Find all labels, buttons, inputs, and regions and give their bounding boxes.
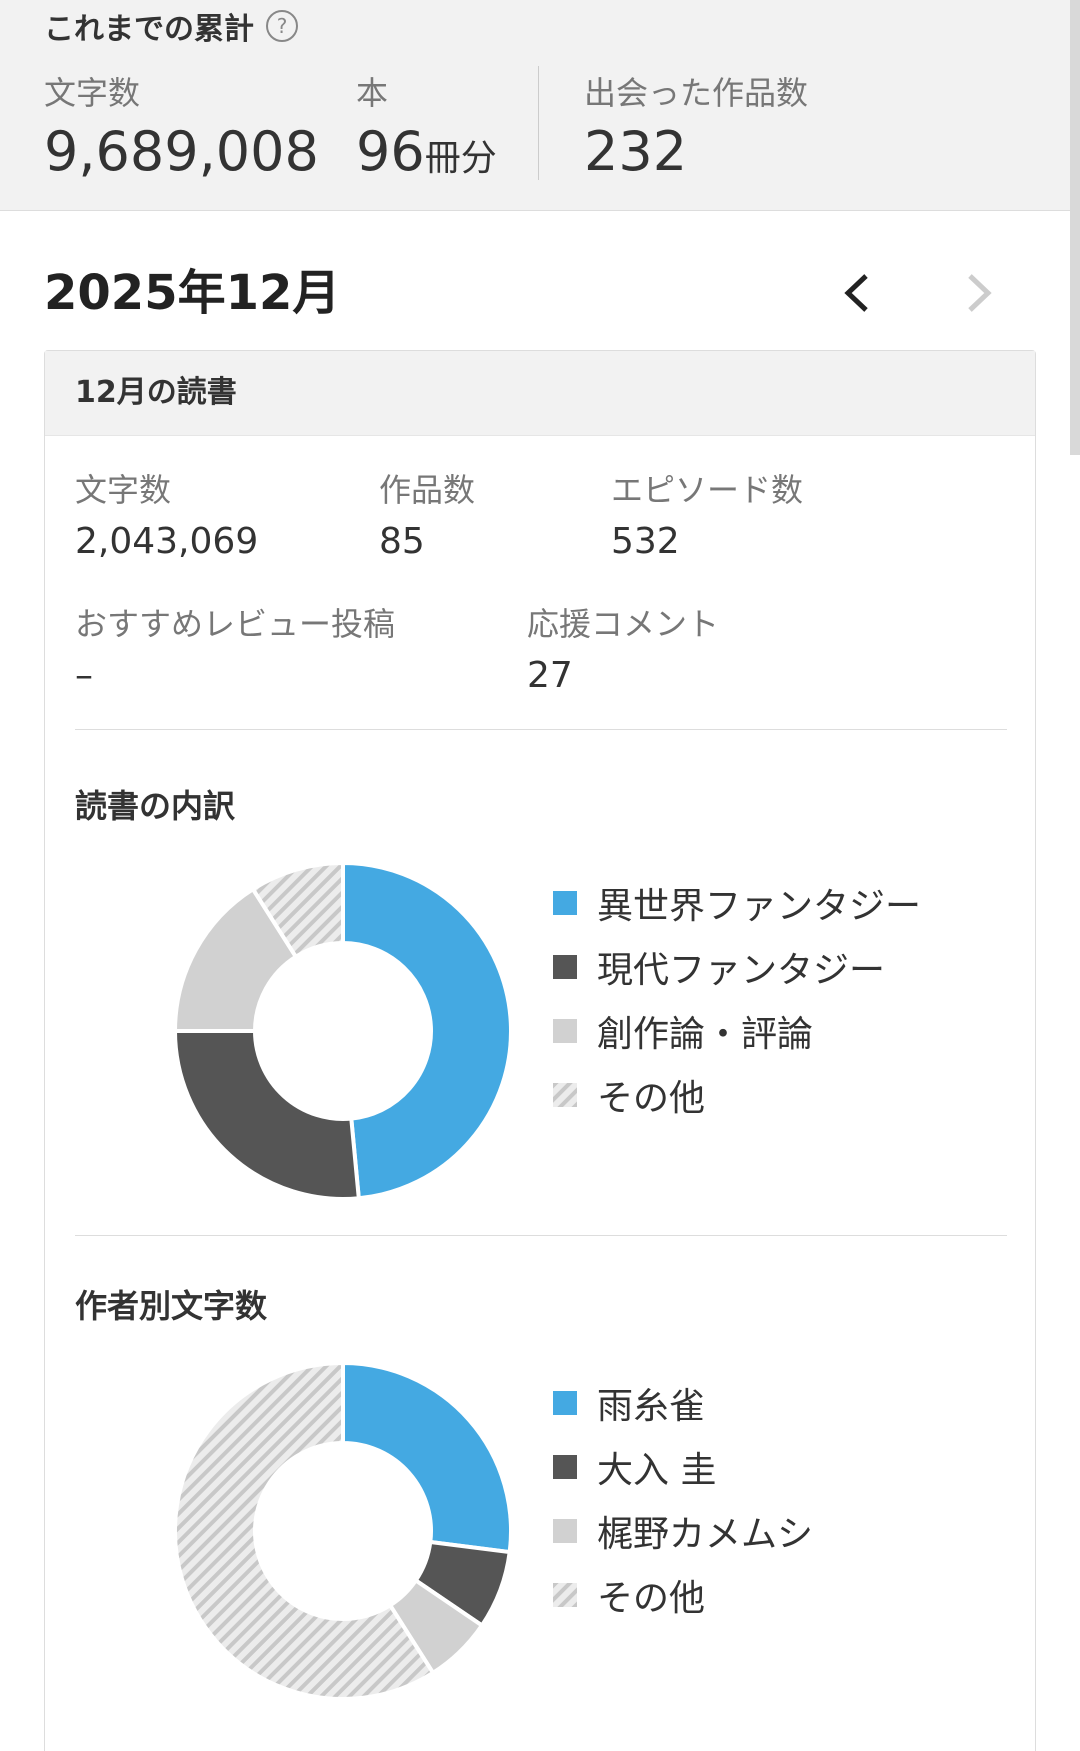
donut-slice-1 [341, 1361, 513, 1555]
total-chars-stat: 文字数 9,689,008 [44, 68, 319, 183]
help-icon[interactable]: ? [266, 10, 298, 42]
legend-label: その他 [597, 1578, 706, 1619]
total-books-stat: 本 96冊分 [356, 68, 497, 183]
legend-label: 創作論・評論 [597, 1014, 814, 1055]
total-books-number: 96 [356, 120, 425, 183]
month-chars-label: 文字数 [75, 471, 172, 509]
month-navigation: 2025年12月 [44, 258, 1004, 328]
month-chars-stat: 文字数 2,043,069 [75, 465, 258, 562]
month-episodes-label: エピソード数 [611, 471, 804, 509]
legend-swatch-striped [553, 1083, 577, 1107]
legend-label: 異世界ファンタジー [597, 886, 922, 927]
total-books-value: 96冊分 [356, 120, 497, 183]
total-chars-label: 文字数 [44, 74, 141, 112]
month-comments-label: 応援コメント [527, 605, 720, 643]
genre-section-title: 読書の内訳 [75, 787, 236, 825]
genre-divider [75, 1235, 1007, 1236]
total-works-label: 出会った作品数 [584, 74, 809, 112]
total-books-unit: 冊分 [424, 138, 497, 179]
month-comments-value: 27 [527, 655, 573, 696]
month-works-label: 作品数 [379, 471, 476, 509]
legend-swatch-blue [553, 891, 577, 915]
summary-title: これまでの累計 ? [44, 4, 298, 48]
legend-label: 現代ファンタジー [597, 950, 886, 991]
month-reviews-label: おすすめレビュー投稿 [75, 605, 396, 643]
stats-divider [75, 729, 1007, 730]
summary-title-text: これまでの累計 [44, 12, 254, 47]
legend-swatch-dark [553, 955, 577, 979]
legend-item: 大入 圭 [553, 1435, 813, 1499]
prev-month-button[interactable] [834, 268, 884, 318]
total-works-value: 232 [584, 120, 688, 183]
total-works-stat: 出会った作品数 232 [584, 68, 808, 183]
month-comments-stat: 応援コメント 27 [527, 599, 719, 696]
chevron-right-icon [968, 274, 992, 312]
legend-item: 梶野カメムシ [553, 1499, 813, 1563]
donut-slice-4 [250, 861, 345, 960]
legend-swatch-light [553, 1019, 577, 1043]
legend-item: 雨糸雀 [553, 1371, 813, 1435]
genre-donut-chart [173, 861, 513, 1201]
monthly-reading-card: 12月の読書 文字数 2,043,069 作品数 85 エピソード数 532 お… [44, 350, 1036, 1751]
legend-item: 現代ファンタジー [553, 935, 921, 999]
month-episodes-value: 532 [611, 521, 680, 562]
legend-label: 雨糸雀 [597, 1386, 706, 1427]
month-reviews-stat: おすすめレビュー投稿 – [75, 599, 395, 696]
legend-item: 創作論・評論 [553, 999, 921, 1063]
legend-swatch-dark [553, 1455, 577, 1479]
summary-divider [538, 66, 539, 180]
month-chars-value: 2,043,069 [75, 521, 259, 562]
legend-label: 梶野カメムシ [597, 1514, 814, 1555]
donut-slice-4 [173, 1361, 436, 1701]
cumulative-summary: これまでの累計 ? 文字数 9,689,008 本 96冊分 出会った作品数 2… [0, 0, 1080, 211]
month-episodes-stat: エピソード数 532 [611, 465, 803, 562]
legend-item: その他 [553, 1063, 921, 1127]
author-donut-chart [173, 1361, 513, 1701]
month-works-stat: 作品数 85 [379, 465, 475, 562]
month-reviews-value: – [75, 655, 93, 696]
total-books-label: 本 [356, 74, 389, 112]
card-header: 12月の読書 [45, 351, 1035, 436]
page-scrollbar[interactable] [1070, 0, 1080, 455]
legend-label: その他 [597, 1078, 706, 1119]
month-works-value: 85 [379, 521, 425, 562]
legend-item: その他 [553, 1563, 813, 1627]
genre-legend: 異世界ファンタジー 現代ファンタジー 創作論・評論 その他 [553, 871, 921, 1127]
next-month-button[interactable] [952, 268, 1002, 318]
donut-slice-1 [341, 861, 513, 1201]
legend-item: 異世界ファンタジー [553, 871, 921, 935]
author-legend: 雨糸雀 大入 圭 梶野カメムシ その他 [553, 1371, 813, 1627]
month-title: 2025年12月 [44, 265, 341, 321]
legend-swatch-light [553, 1519, 577, 1543]
total-chars-value: 9,689,008 [44, 120, 319, 183]
legend-swatch-blue [553, 1391, 577, 1415]
legend-swatch-striped [553, 1583, 577, 1607]
chevron-left-icon [844, 274, 868, 312]
author-section-title: 作者別文字数 [75, 1287, 268, 1325]
donut-slice-2 [173, 1029, 361, 1201]
legend-label: 大入 圭 [597, 1450, 717, 1491]
